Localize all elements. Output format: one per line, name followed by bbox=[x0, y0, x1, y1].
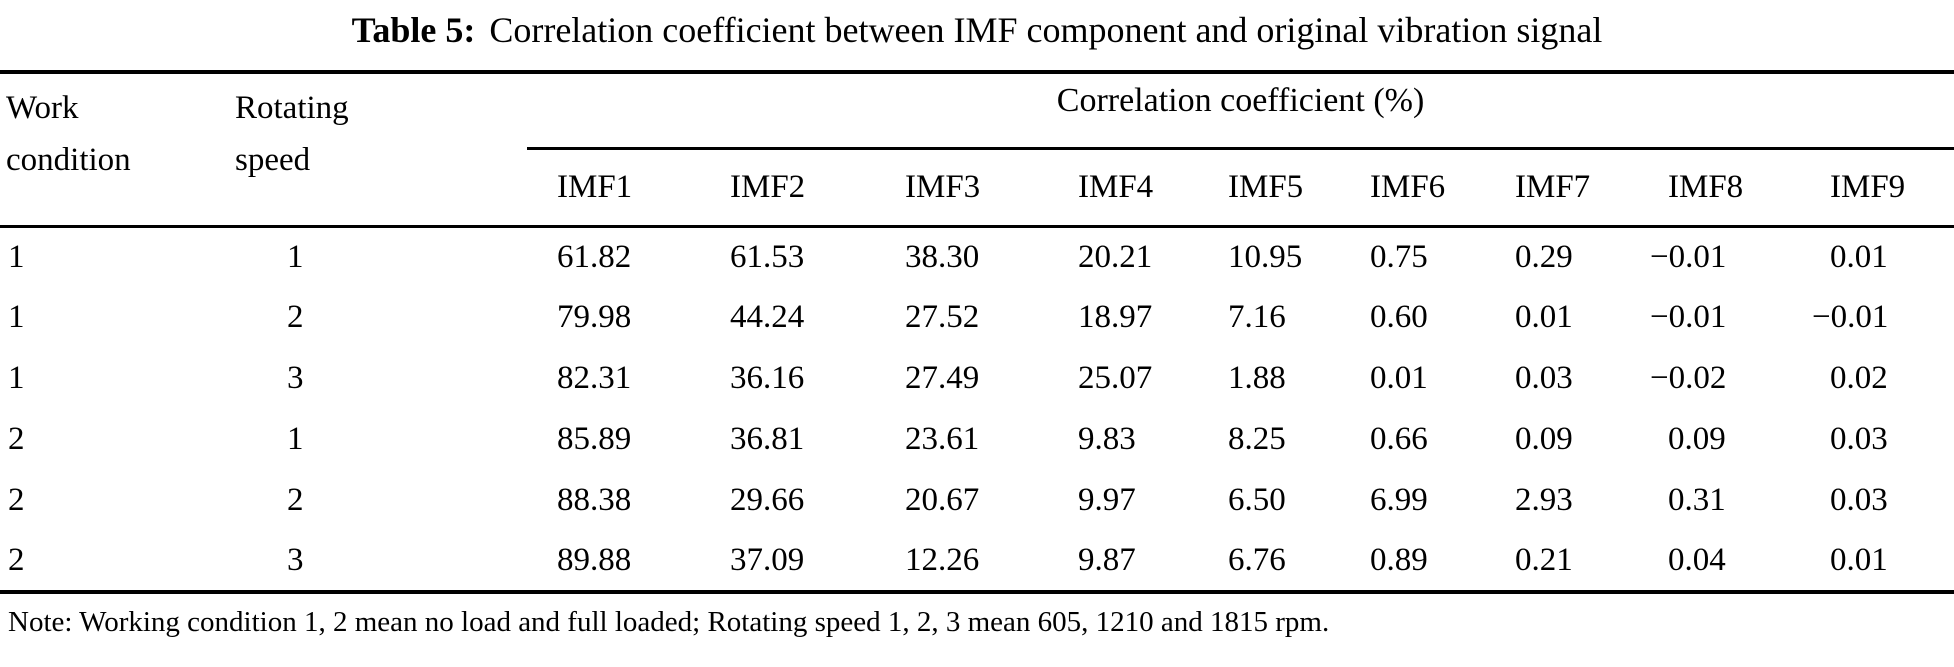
cell-imf8-value: 0.04 bbox=[1668, 542, 1726, 578]
cell-imf8-value: −0.02 bbox=[1650, 360, 1727, 396]
cell-imf4-value: 25.07 bbox=[1078, 360, 1153, 396]
col-header-imf1: IMF1 bbox=[527, 148, 700, 228]
cell-imf2-value: 36.16 bbox=[730, 360, 805, 396]
cell-imf6-value: 0.60 bbox=[1370, 299, 1428, 335]
cell-imf3-value: 38.30 bbox=[905, 238, 980, 275]
cell-imf1-value: 79.98 bbox=[557, 299, 632, 335]
table-row: 1 2 79.98 44.24 27.52 18.97 7.16 0.60 0.… bbox=[0, 287, 1954, 348]
cell-rotating-speed: 2 bbox=[287, 482, 304, 518]
cell-imf5-value: 1.88 bbox=[1228, 360, 1286, 396]
cell-imf2-value: 44.24 bbox=[730, 299, 805, 335]
cell-imf2-value: 37.09 bbox=[730, 542, 805, 578]
table-row: 1 3 82.31 36.16 27.49 25.07 1.88 0.01 0.… bbox=[0, 348, 1954, 409]
cell-imf6-value: 0.75 bbox=[1370, 238, 1428, 275]
cell-work-condition: 2 bbox=[8, 542, 25, 578]
cell-imf5-value: 10.95 bbox=[1228, 238, 1303, 275]
cell-work-condition: 2 bbox=[8, 421, 25, 457]
cell-imf6-value: 0.01 bbox=[1370, 360, 1428, 396]
cell-imf1-value: 82.31 bbox=[557, 360, 632, 396]
cell-imf9-value: 0.03 bbox=[1830, 482, 1888, 518]
cell-work-condition: 1 bbox=[8, 299, 25, 335]
cell-imf2-value: 36.81 bbox=[730, 421, 805, 457]
col-header-correlation-coefficient: Correlation coefficient (%) bbox=[527, 72, 1954, 150]
cell-imf4-value: 9.97 bbox=[1078, 482, 1136, 518]
col-header-work-condition-label: Work condition bbox=[6, 90, 131, 178]
col-header-imf4: IMF4 bbox=[1048, 148, 1198, 228]
cell-imf8-value: −0.01 bbox=[1650, 238, 1727, 275]
cell-imf4-value: 9.83 bbox=[1078, 421, 1136, 457]
cell-imf9-value: 0.01 bbox=[1830, 542, 1888, 578]
cell-imf8-value: 0.31 bbox=[1668, 482, 1726, 518]
table-body: 1 1 61.82 61.53 38.30 20.21 10.95 0.75 0… bbox=[0, 226, 1954, 592]
cell-imf7-value: 2.93 bbox=[1515, 482, 1573, 518]
table-note: Note: Working condition 1, 2 mean no loa… bbox=[8, 606, 1330, 638]
cell-imf7-value: 0.21 bbox=[1515, 542, 1573, 578]
cell-imf5-value: 8.25 bbox=[1228, 421, 1286, 457]
col-header-rotating-speed-label: Rotating speed bbox=[235, 90, 349, 178]
cell-imf6-value: 0.89 bbox=[1370, 542, 1428, 578]
col-header-imf5: IMF5 bbox=[1198, 148, 1340, 228]
cell-imf1-value: 88.38 bbox=[557, 482, 632, 518]
cell-imf1-value: 85.89 bbox=[557, 421, 632, 457]
cell-work-condition: 2 bbox=[8, 482, 25, 518]
col-header-rotating-speed: Rotating speed bbox=[227, 72, 527, 228]
cell-imf9-value: 0.03 bbox=[1830, 421, 1888, 457]
cell-rotating-speed: 1 bbox=[287, 238, 304, 275]
cell-imf1-value: 89.88 bbox=[557, 542, 632, 578]
cell-imf7-value: 0.03 bbox=[1515, 360, 1573, 396]
cell-work-condition: 1 bbox=[8, 360, 25, 396]
table-header: Work condition Rotating speed Correlatio… bbox=[0, 72, 1954, 228]
cell-imf4-value: 18.97 bbox=[1078, 299, 1153, 335]
cell-imf5-value: 7.16 bbox=[1228, 299, 1286, 335]
cell-imf4-value: 20.21 bbox=[1078, 238, 1153, 275]
cell-imf8-value: −0.01 bbox=[1650, 299, 1727, 335]
cell-imf3-value: 27.49 bbox=[905, 360, 980, 396]
col-header-imf9: IMF9 bbox=[1800, 148, 1954, 228]
table-row: 2 3 89.88 37.09 12.26 9.87 6.76 0.89 0.2… bbox=[0, 531, 1954, 592]
col-header-imf3: IMF3 bbox=[875, 148, 1048, 228]
cell-imf1-value: 61.82 bbox=[557, 238, 632, 275]
table-row: 2 1 85.89 36.81 23.61 9.83 8.25 0.66 0.0… bbox=[0, 409, 1954, 470]
correlation-table: Work condition Rotating speed Correlatio… bbox=[0, 70, 1954, 594]
cell-imf6-value: 6.99 bbox=[1370, 482, 1428, 518]
cell-imf4-value: 9.87 bbox=[1078, 542, 1136, 578]
cell-imf9-value: 0.02 bbox=[1830, 360, 1888, 396]
col-header-imf7: IMF7 bbox=[1485, 148, 1638, 228]
cell-imf3-value: 20.67 bbox=[905, 482, 980, 518]
cell-work-condition: 1 bbox=[8, 238, 25, 275]
cell-imf9-value: −0.01 bbox=[1812, 299, 1889, 335]
cell-rotating-speed: 1 bbox=[287, 421, 304, 457]
cell-rotating-speed: 3 bbox=[287, 542, 304, 578]
cell-rotating-speed: 3 bbox=[287, 360, 304, 396]
cell-rotating-speed: 2 bbox=[287, 299, 304, 335]
cell-imf5-value: 6.50 bbox=[1228, 482, 1286, 518]
cell-imf6-value: 0.66 bbox=[1370, 421, 1428, 457]
cell-imf2-value: 61.53 bbox=[730, 238, 805, 275]
cell-imf8-value: 0.09 bbox=[1668, 421, 1726, 457]
table-title: Table 5: Correlation coefficient between … bbox=[0, 0, 1954, 70]
table-row: 2 2 88.38 29.66 20.67 9.97 6.50 6.99 2.9… bbox=[0, 470, 1954, 531]
header-row-top: Work condition Rotating speed Correlatio… bbox=[0, 72, 1954, 228]
cell-imf9-value: 0.01 bbox=[1830, 238, 1888, 275]
table-title-text: Correlation coefficient between IMF comp… bbox=[489, 10, 1603, 50]
col-header-imf8: IMF8 bbox=[1638, 148, 1800, 228]
cell-imf3-value: 12.26 bbox=[905, 542, 980, 578]
col-header-imf2: IMF2 bbox=[700, 148, 875, 228]
cell-imf3-value: 23.61 bbox=[905, 421, 980, 457]
cell-imf7-value: 0.09 bbox=[1515, 421, 1573, 457]
cell-imf7-value: 0.29 bbox=[1515, 238, 1573, 275]
cell-imf7-value: 0.01 bbox=[1515, 299, 1573, 335]
table-row: 1 1 61.82 61.53 38.30 20.21 10.95 0.75 0… bbox=[0, 226, 1954, 287]
cell-imf2-value: 29.66 bbox=[730, 482, 805, 518]
col-header-work-condition: Work condition bbox=[0, 72, 227, 228]
col-header-imf6: IMF6 bbox=[1340, 148, 1485, 228]
cell-imf3-value: 27.52 bbox=[905, 299, 980, 335]
header-row-imf: IMF1 IMF2 IMF3 IMF4 IMF5 IMF6 IMF7 IMF8 … bbox=[0, 148, 1954, 228]
cell-imf5-value: 6.76 bbox=[1228, 542, 1286, 578]
table-title-label: Table 5: bbox=[351, 10, 476, 50]
